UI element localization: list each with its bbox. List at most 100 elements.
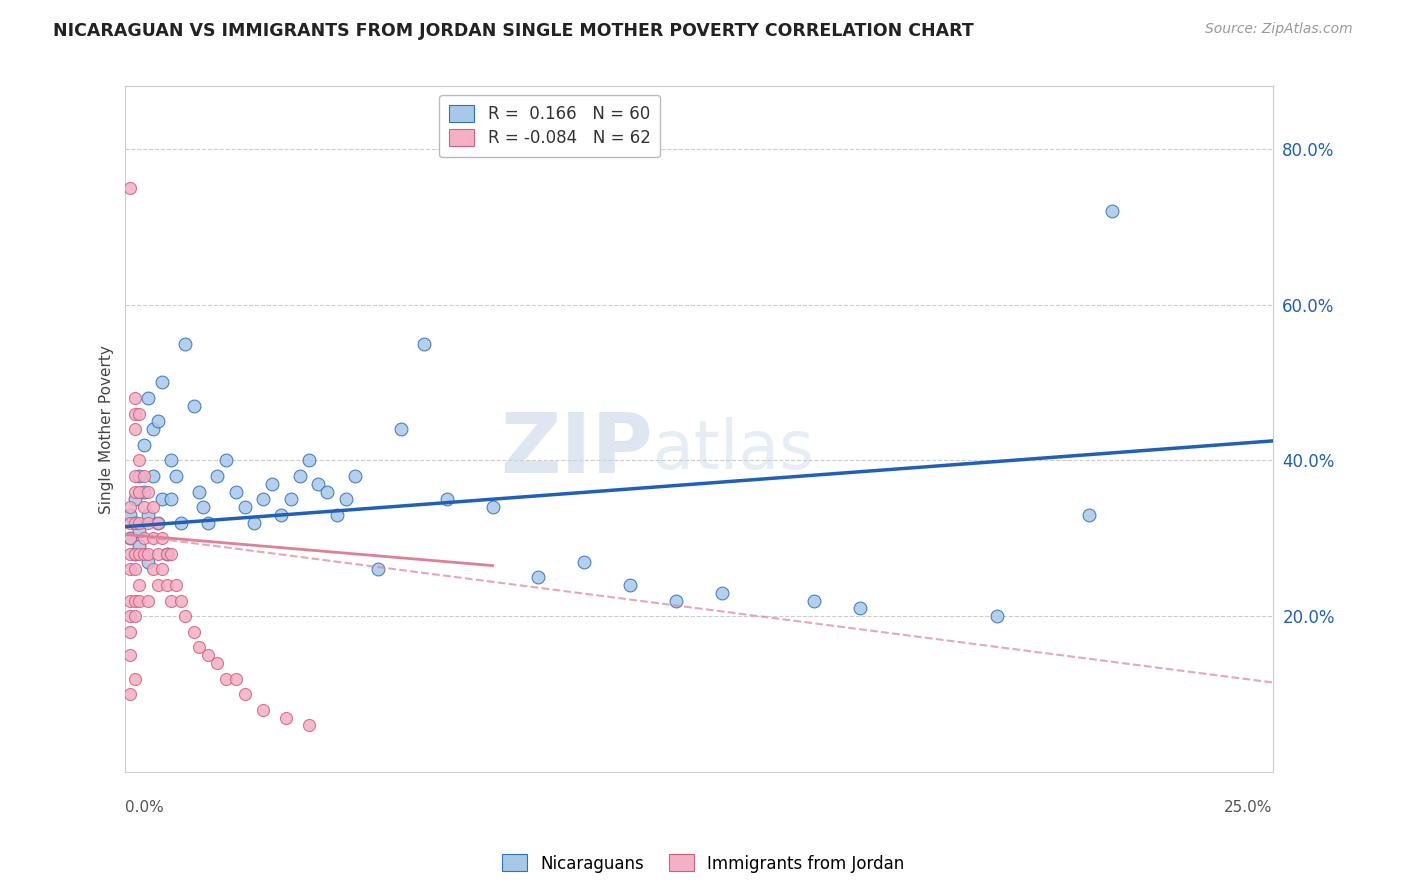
Point (156, 547, 179, 561)
Point (298, 718, 321, 732)
Y-axis label: Single Mother Poverty: Single Mother Poverty (100, 345, 114, 514)
Point (207, 469, 229, 483)
Point (120, 547, 142, 561)
Point (128, 593, 150, 607)
Point (138, 391, 160, 405)
Point (412, 336, 434, 351)
Point (128, 516, 150, 530)
Point (128, 547, 150, 561)
Point (325, 508, 347, 522)
Point (367, 562, 389, 576)
Point (120, 609, 142, 624)
Point (124, 391, 146, 405)
Point (128, 407, 150, 421)
Point (233, 500, 256, 515)
Point (120, 624, 142, 639)
Point (160, 593, 183, 607)
Point (215, 672, 238, 686)
Point (150, 376, 173, 390)
Point (146, 578, 169, 592)
Point (146, 547, 169, 561)
Text: atlas: atlas (654, 417, 814, 483)
Point (252, 492, 274, 507)
Point (183, 399, 205, 413)
Point (160, 492, 183, 507)
Point (207, 656, 229, 670)
Point (225, 484, 247, 499)
Point (527, 570, 550, 584)
Point (1078, 508, 1101, 522)
Point (128, 484, 150, 499)
Point (132, 484, 155, 499)
Point (197, 648, 219, 663)
Point (138, 547, 160, 561)
Point (146, 414, 169, 428)
Point (142, 469, 165, 483)
Text: 0.0%: 0.0% (125, 799, 165, 814)
Point (124, 469, 146, 483)
Point (343, 469, 366, 483)
Point (128, 524, 150, 538)
Point (142, 531, 165, 545)
Point (150, 531, 173, 545)
Point (138, 555, 160, 569)
Point (132, 469, 155, 483)
Point (335, 492, 357, 507)
Point (124, 492, 146, 507)
Point (169, 593, 191, 607)
Point (174, 336, 197, 351)
Point (225, 672, 247, 686)
Point (193, 500, 215, 515)
Point (1101, 204, 1123, 219)
Point (124, 484, 146, 499)
Point (160, 453, 183, 467)
Point (215, 453, 238, 467)
Point (243, 516, 266, 530)
Point (124, 547, 146, 561)
Legend: Nicaraguans, Immigrants from Jordan: Nicaraguans, Immigrants from Jordan (495, 847, 911, 880)
Point (156, 547, 179, 561)
Point (150, 492, 173, 507)
Point (307, 476, 329, 491)
Point (124, 562, 146, 576)
Point (174, 609, 197, 624)
Point (270, 508, 292, 522)
Point (132, 531, 155, 545)
Point (120, 180, 142, 194)
Point (138, 593, 160, 607)
Point (150, 562, 173, 576)
Point (142, 500, 165, 515)
Point (138, 508, 160, 522)
Point (233, 687, 256, 701)
Point (389, 422, 412, 436)
Point (124, 672, 146, 686)
Point (146, 516, 169, 530)
Point (252, 703, 274, 717)
Point (124, 609, 146, 624)
Point (288, 469, 311, 483)
Text: NICARAGUAN VS IMMIGRANTS FROM JORDAN SINGLE MOTHER POVERTY CORRELATION CHART: NICARAGUAN VS IMMIGRANTS FROM JORDAN SIN… (53, 22, 974, 40)
Point (665, 593, 688, 607)
Point (436, 492, 458, 507)
Point (169, 516, 191, 530)
Point (187, 640, 209, 655)
Point (124, 422, 146, 436)
Point (120, 508, 142, 522)
Point (120, 593, 142, 607)
Legend: R =  0.166   N = 60, R = -0.084   N = 62: R = 0.166 N = 60, R = -0.084 N = 62 (439, 95, 661, 157)
Point (803, 593, 825, 607)
Point (128, 469, 150, 483)
Point (132, 438, 155, 452)
Point (132, 547, 155, 561)
Point (138, 484, 160, 499)
Point (574, 555, 596, 569)
Point (128, 578, 150, 592)
Point (120, 500, 142, 515)
Point (481, 500, 503, 515)
Point (128, 539, 150, 553)
Point (262, 476, 284, 491)
Point (316, 484, 339, 499)
Point (132, 500, 155, 515)
Point (124, 407, 146, 421)
Point (124, 547, 146, 561)
